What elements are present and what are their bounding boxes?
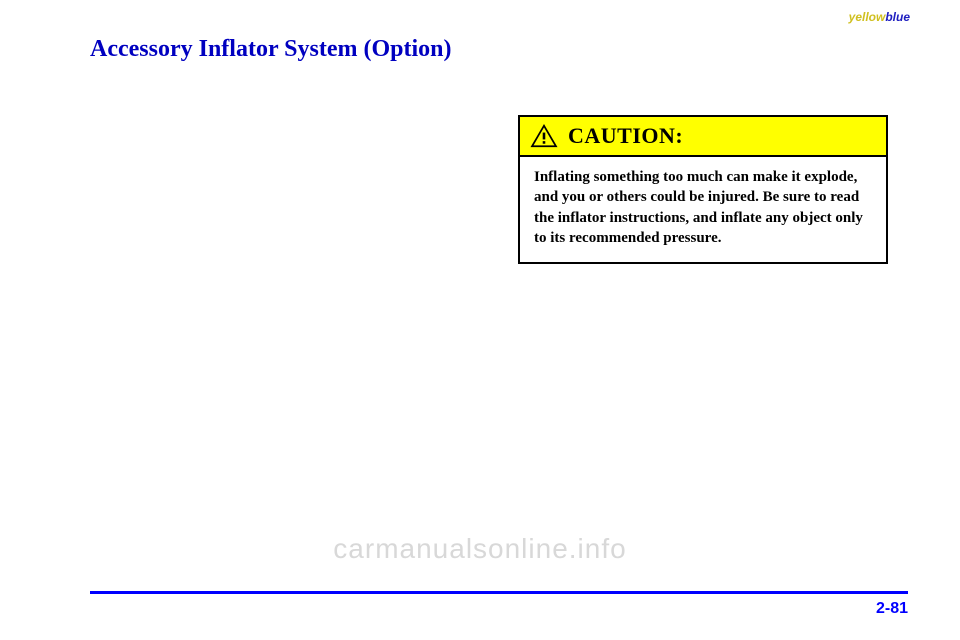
caution-box: CAUTION: Inflating something too much ca… [518, 115, 888, 264]
yellow-text: yellow [849, 10, 886, 24]
page-number: 2-81 [876, 600, 908, 618]
blue-text: blue [885, 10, 910, 24]
footer-rule [90, 591, 908, 594]
caution-header: CAUTION: [520, 117, 886, 157]
caution-title: CAUTION: [568, 123, 683, 149]
caution-body: Inflating something too much can make it… [520, 157, 886, 262]
warning-icon [530, 124, 558, 148]
section-heading: Accessory Inflator System (Option) [90, 36, 452, 63]
watermark: carmanualsonline.info [333, 533, 626, 565]
header-mark: yellowblue [849, 10, 910, 24]
